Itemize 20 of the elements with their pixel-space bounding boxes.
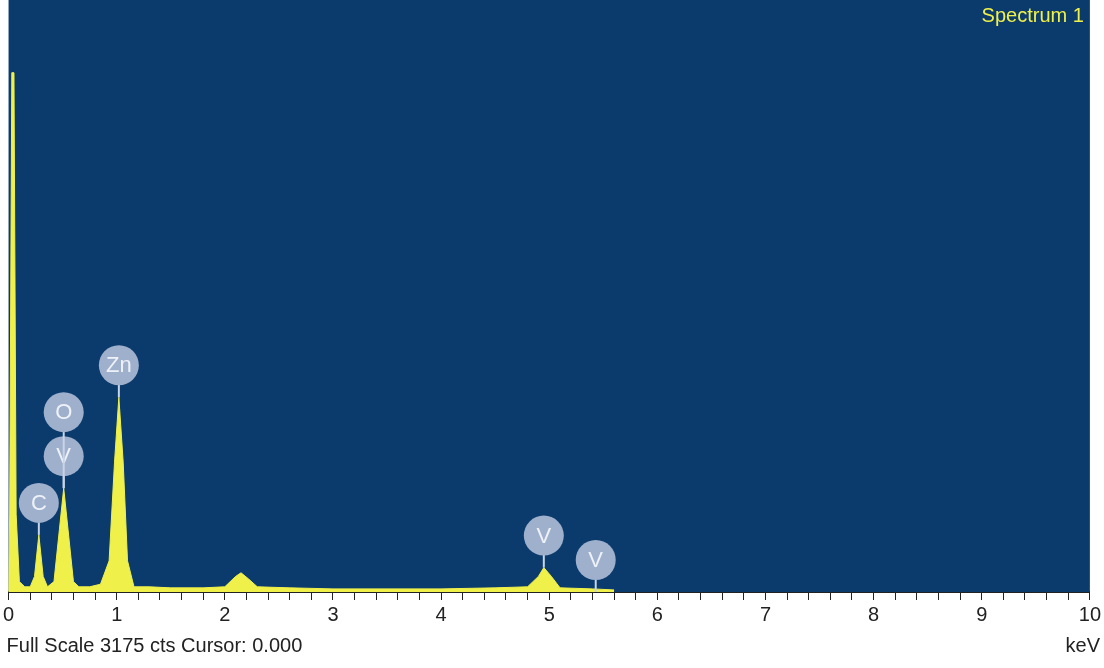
x-tick-label: 10 bbox=[1078, 602, 1101, 625]
x-tick-label: 1 bbox=[111, 602, 123, 625]
x-tick-label: 7 bbox=[759, 602, 772, 625]
x-tick-label: 0 bbox=[3, 602, 15, 625]
text: Full Scale 3175 cts Cursor: 0.000 bbox=[6, 633, 303, 656]
x-tick-label: 2 bbox=[219, 602, 231, 625]
annotation: C bbox=[30, 489, 47, 515]
x-tick-label: 3 bbox=[327, 602, 339, 625]
x-tick-label: 8 bbox=[868, 602, 880, 625]
annotation: V bbox=[536, 522, 552, 548]
text: Spectrum 1 bbox=[981, 3, 1084, 26]
x-axis-title: keV bbox=[1065, 633, 1101, 656]
x-tick-label: 6 bbox=[651, 602, 663, 625]
annotation: O bbox=[55, 399, 73, 425]
x-tick-label: 4 bbox=[435, 602, 447, 625]
annotation: Zn bbox=[106, 352, 132, 378]
annotation: V bbox=[56, 443, 72, 469]
annotation: V bbox=[588, 547, 604, 573]
x-tick-label: 5 bbox=[543, 602, 555, 625]
x-tick-label: 9 bbox=[976, 602, 988, 625]
